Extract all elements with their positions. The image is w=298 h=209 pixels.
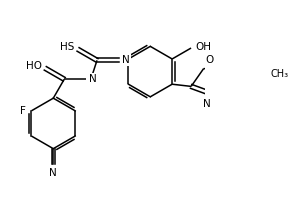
Text: F: F <box>20 106 26 116</box>
Text: HO: HO <box>26 61 42 71</box>
Text: O: O <box>205 55 213 65</box>
Text: N: N <box>89 74 97 84</box>
Text: N: N <box>49 168 57 178</box>
Text: N: N <box>122 55 130 65</box>
Text: N: N <box>203 99 210 109</box>
Text: HS: HS <box>60 42 75 52</box>
Text: CH₃: CH₃ <box>271 69 289 79</box>
Text: OH: OH <box>196 42 212 52</box>
